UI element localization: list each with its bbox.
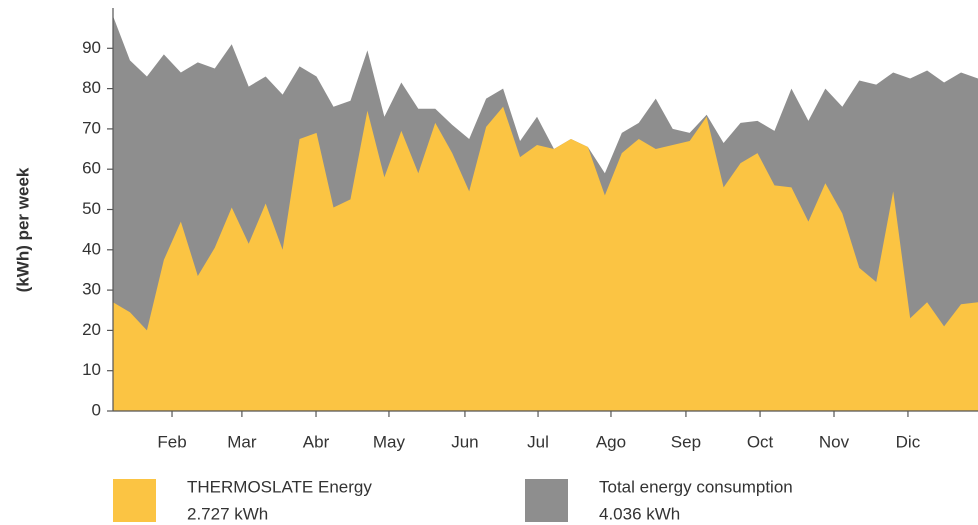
legend-swatch	[113, 479, 156, 522]
area	[113, 106, 978, 412]
x-tick-label: May	[373, 432, 406, 451]
x-tick-label: Nov	[819, 432, 850, 451]
x-tick-label: Feb	[157, 432, 186, 451]
x-tick-label: Jul	[527, 432, 549, 451]
x-tick-label: Sep	[671, 432, 701, 451]
y-tick-label: 60	[82, 159, 101, 178]
y-tick-label: 80	[82, 78, 101, 97]
x-tick-label: Jun	[451, 432, 478, 451]
legend-label: Total energy consumption	[599, 477, 793, 496]
legend-swatch	[525, 479, 568, 522]
x-tick-label: Dic	[896, 432, 921, 451]
y-tick-label: 70	[82, 118, 101, 137]
y-tick-label: 30	[82, 280, 101, 299]
x-tick-label: Oct	[747, 432, 774, 451]
legend-total: 2.727 kWh	[187, 504, 268, 523]
y-tick-label: 90	[82, 38, 101, 57]
x-tick-label: Mar	[227, 432, 257, 451]
y-axis-label: (kWh) per week	[13, 167, 32, 292]
y-tick-label: 20	[82, 320, 101, 339]
y-tick-label: 50	[82, 199, 101, 218]
x-tick-label: Ago	[596, 432, 626, 451]
y-tick-label: 40	[82, 239, 101, 258]
x-tick-label: Abr	[303, 432, 330, 451]
y-tick-label: 0	[92, 400, 101, 419]
legend-total: 4.036 kWh	[599, 504, 680, 523]
legend-label: THERMOSLATE Energy	[187, 477, 372, 496]
y-tick-label: 10	[82, 360, 101, 379]
